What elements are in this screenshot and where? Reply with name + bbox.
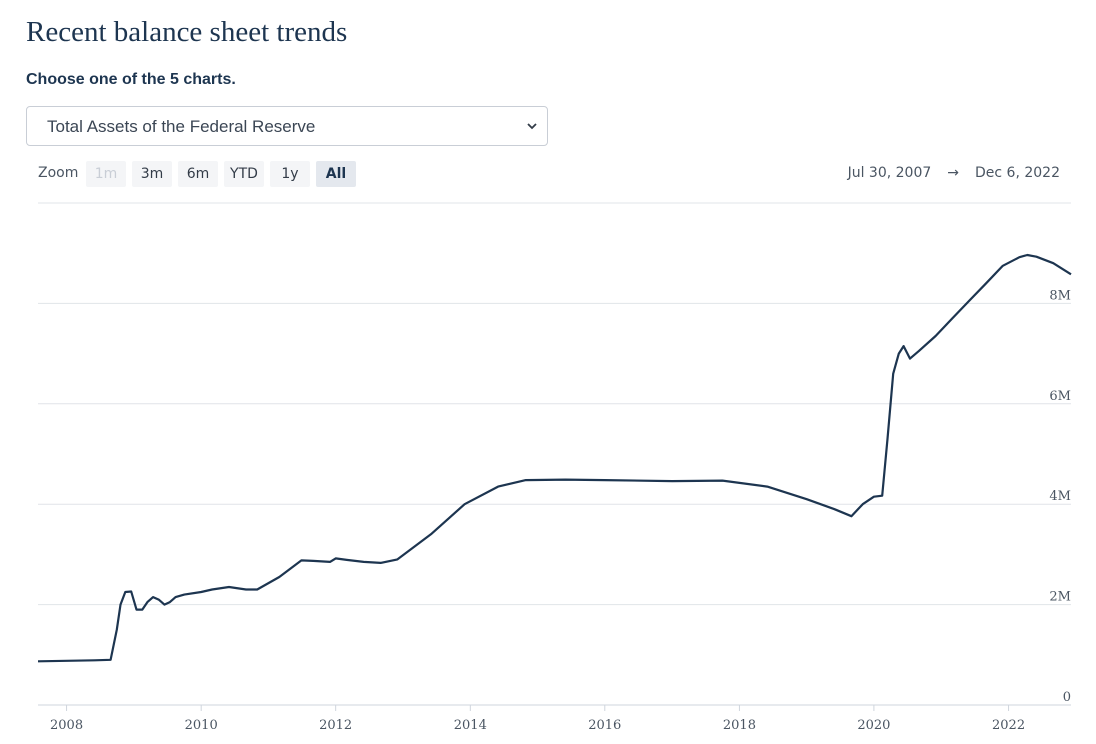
range-arrow: →: [947, 165, 960, 181]
x-tick-label: 2018: [723, 718, 756, 733]
x-tick-label: 2008: [50, 718, 83, 733]
x-tick-label: 2016: [588, 718, 621, 733]
chevron-down-icon: [527, 123, 537, 130]
x-axis: 2008 2010 2012 2014 2016 2018 2020 2022: [50, 705, 1025, 733]
page-title: Recent balance sheet trends: [26, 16, 348, 48]
zoom-6m-button[interactable]: 6m: [178, 161, 218, 187]
x-tick-label: 2010: [185, 718, 218, 733]
y-tick-label: 6M: [1049, 389, 1071, 404]
date-range: Jul 30, 2007 → Dec 6, 2022: [842, 165, 1066, 181]
range-to[interactable]: Dec 6, 2022: [975, 165, 1060, 181]
zoom-1y-button[interactable]: 1y: [270, 161, 310, 187]
x-tick-label: 2020: [857, 718, 890, 733]
zoom-1m-button[interactable]: 1m: [86, 161, 126, 187]
y-tick-label: 2M: [1049, 590, 1071, 605]
y-tick-label: 0: [1063, 690, 1071, 705]
zoom-all-button[interactable]: All: [316, 161, 356, 187]
y-tick-label: 4M: [1049, 489, 1071, 504]
chart-chooser-label: Choose one of the 5 charts.: [26, 71, 236, 88]
x-tick-label: 2022: [992, 718, 1025, 733]
zoom-ytd-button[interactable]: YTD: [224, 161, 264, 187]
y-axis: 0 2M 4M 6M 8M: [1049, 288, 1071, 705]
chart-select-dropdown[interactable]: Total Assets of the Federal Reserve: [26, 106, 548, 146]
zoom-label: Zoom: [38, 165, 79, 181]
total-assets-series-line: [37, 253, 1072, 663]
range-from[interactable]: Jul 30, 2007: [847, 165, 932, 181]
x-tick-label: 2012: [319, 718, 352, 733]
zoom-3m-button[interactable]: 3m: [132, 161, 172, 187]
chart-grid: [38, 202, 1071, 706]
y-tick-label: 8M: [1049, 288, 1071, 303]
x-tick-label: 2014: [454, 718, 487, 733]
chart-select-value: Total Assets of the Federal Reserve: [47, 117, 316, 136]
